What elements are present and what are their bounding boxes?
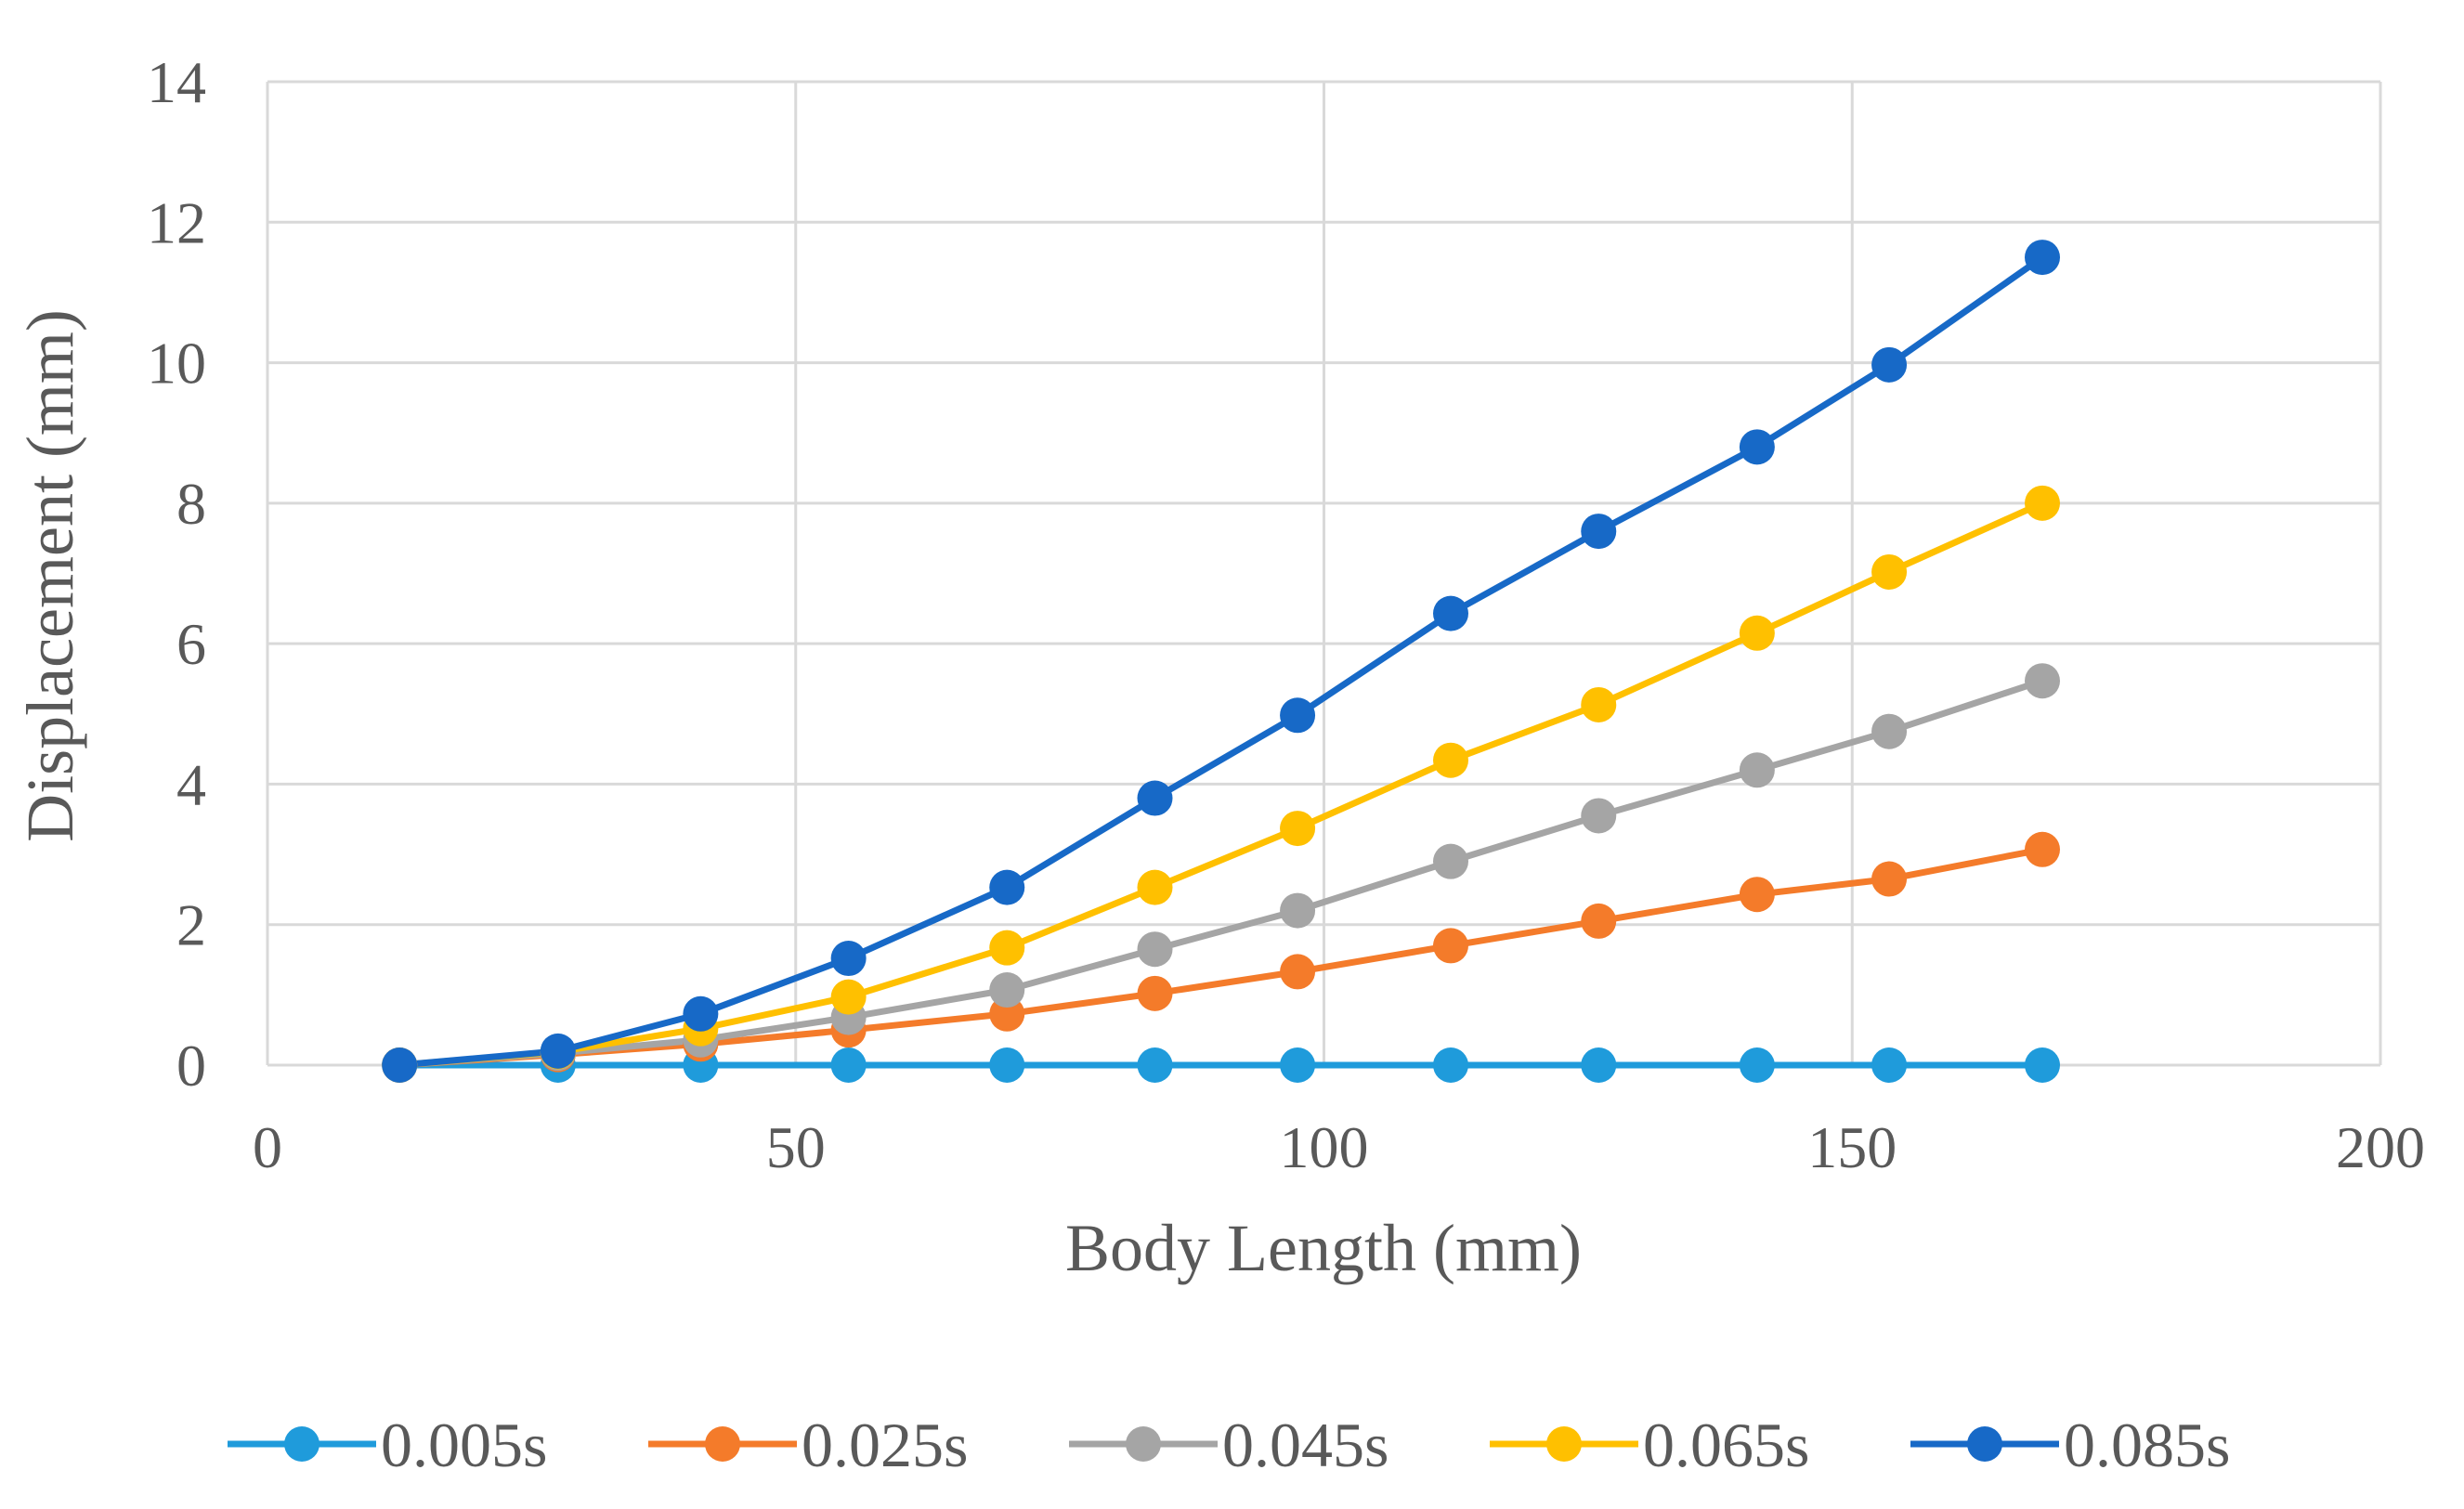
y-tick-label: 2 (176, 892, 206, 958)
legend-label: 0.065s (1643, 1410, 1809, 1480)
x-tick-label: 200 (2336, 1114, 2425, 1180)
y-tick-label: 0 (176, 1033, 206, 1099)
data-point-0.085s (1581, 514, 1617, 550)
legend-label: 0.025s (802, 1410, 968, 1480)
data-point-0.025s (1433, 928, 1468, 964)
series-line-0.065s (396, 500, 2046, 1069)
data-point-0.005s (1581, 1047, 1617, 1083)
data-point-0.005s (1739, 1047, 1775, 1083)
x-tick-label: 100 (1280, 1114, 1369, 1180)
data-point-0.005s (1137, 1047, 1173, 1083)
x-tick-label: 50 (766, 1114, 826, 1180)
y-tick-label: 14 (147, 49, 206, 115)
data-point-0.085s (683, 995, 719, 1032)
data-point-0.065s (1137, 869, 1173, 905)
legend-swatch-marker (1126, 1426, 1161, 1462)
data-point-0.045s (1581, 798, 1617, 834)
data-point-0.045s (1871, 713, 1908, 749)
grid (266, 80, 2382, 1067)
series-lines (396, 254, 2046, 1069)
data-point-0.005s (2025, 1047, 2060, 1083)
y-tick-label: 10 (147, 331, 206, 397)
data-point-0.085s (1739, 429, 1775, 465)
data-point-0.025s (1137, 975, 1173, 1011)
data-point-0.085s (989, 869, 1025, 905)
data-point-0.045s (1433, 843, 1468, 879)
data-point-0.045s (1739, 752, 1775, 788)
series-markers (382, 240, 2060, 1083)
legend-label: 0.045s (1222, 1410, 1388, 1480)
data-point-0.065s (989, 930, 1025, 966)
data-point-0.065s (1581, 686, 1617, 722)
data-point-0.025s (2025, 831, 2060, 867)
legend: 0.005s 0.025s 0.045s 0.065s 0.085s (228, 1410, 2230, 1480)
data-point-0.005s (1433, 1047, 1468, 1083)
data-point-0.085s (1137, 780, 1173, 816)
legend-swatch-marker (1546, 1426, 1582, 1462)
data-point-0.005s (1871, 1047, 1908, 1083)
series-line-0.025s (396, 846, 2046, 1069)
data-point-0.025s (1581, 903, 1617, 939)
y-tick-label: 8 (176, 471, 206, 537)
x-axis-title: Body Length (mm) (1065, 1211, 1582, 1285)
legend-swatch-marker (284, 1426, 319, 1462)
data-point-0.005s (1280, 1047, 1316, 1083)
data-point-0.025s (1280, 954, 1316, 990)
data-point-0.045s (989, 972, 1025, 1008)
data-point-0.005s (830, 1047, 867, 1083)
x-tick-label: 150 (1807, 1114, 1897, 1180)
y-tick-label: 12 (147, 189, 206, 255)
legend-swatch-marker (705, 1426, 740, 1462)
data-point-0.065s (1433, 742, 1468, 778)
data-point-0.065s (2025, 485, 2060, 521)
data-point-0.005s (989, 1047, 1025, 1083)
y-axis-title: Displacement (mm) (13, 309, 87, 842)
data-point-0.065s (1739, 615, 1775, 651)
legend-swatch-marker (1967, 1426, 2002, 1462)
data-point-0.085s (1280, 697, 1316, 734)
data-point-0.065s (830, 979, 867, 1015)
legend-label: 0.005s (381, 1410, 547, 1480)
data-point-0.065s (1871, 553, 1908, 590)
data-point-0.065s (1280, 811, 1316, 847)
data-point-0.045s (1137, 931, 1173, 968)
series-line-0.085s (396, 254, 2046, 1069)
data-point-0.045s (2025, 663, 2060, 699)
data-point-0.085s (830, 941, 867, 977)
data-point-0.045s (1280, 892, 1316, 929)
y-tick-label: 6 (176, 611, 206, 677)
data-point-0.085s (1871, 346, 1908, 383)
series-line-0.045s (396, 677, 2046, 1069)
legend-label: 0.085s (2064, 1410, 2230, 1480)
data-point-0.085s (2025, 240, 2060, 276)
data-point-0.085s (1433, 595, 1468, 631)
tick-labels: 0 2 4 6 8 10 12 14 0 50 100 150 200 (147, 49, 2425, 1180)
data-point-0.025s (1739, 877, 1775, 913)
data-point-0.085s (382, 1047, 418, 1083)
data-point-0.085s (540, 1033, 576, 1069)
x-tick-label: 0 (253, 1114, 282, 1180)
y-tick-label: 4 (176, 751, 206, 817)
data-point-0.025s (1871, 861, 1908, 897)
